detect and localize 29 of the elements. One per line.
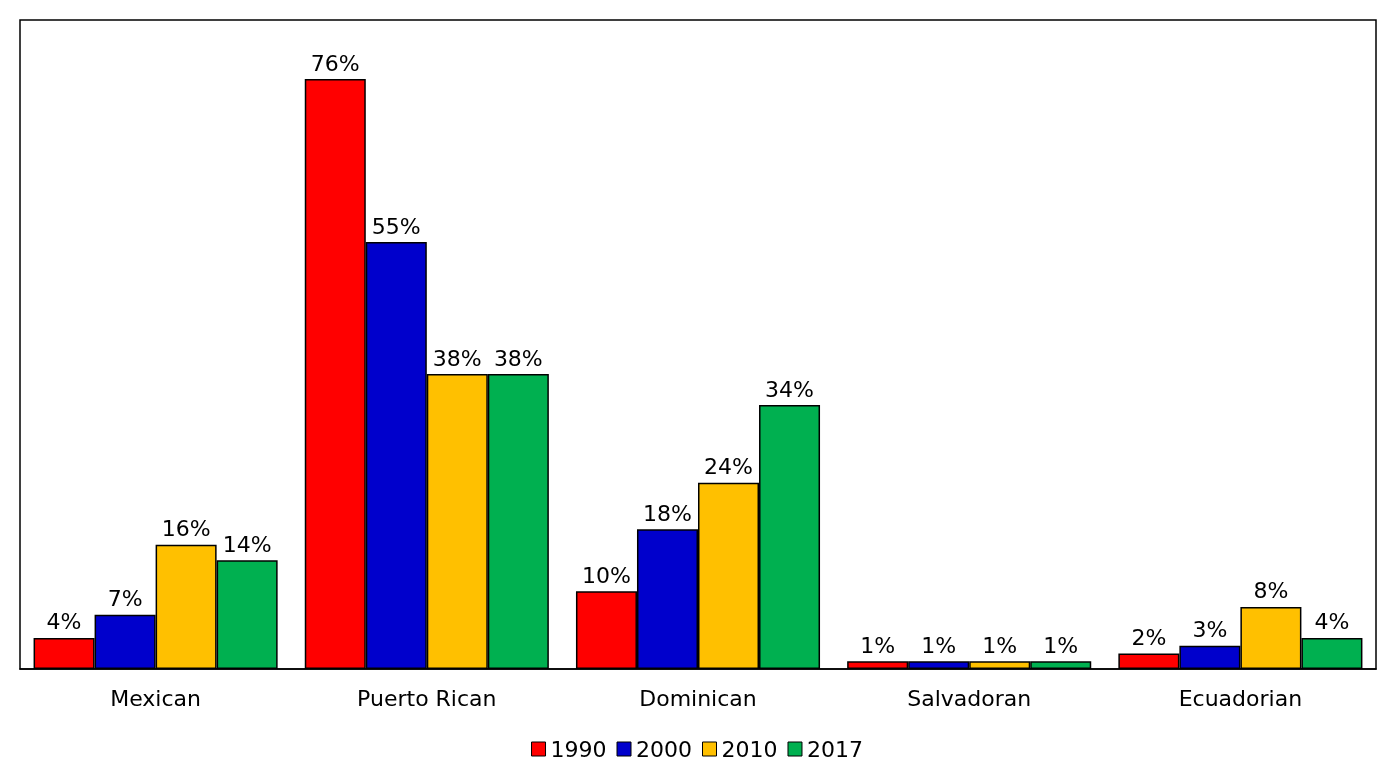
data-label: 24%	[704, 454, 753, 480]
data-label: 1%	[1043, 632, 1079, 658]
legend-label: 1990	[550, 736, 607, 762]
data-label: 1%	[860, 632, 896, 658]
data-label: 2%	[1131, 624, 1167, 650]
x-tick-label: Dominican	[639, 685, 757, 711]
data-label: 76%	[310, 50, 360, 76]
data-label: 3%	[1192, 617, 1228, 643]
data-label: 38%	[432, 345, 482, 371]
legend-label: 2010	[721, 736, 778, 762]
data-label: 10%	[582, 562, 631, 588]
x-tick-label: Mexican	[110, 685, 201, 711]
data-label: 38%	[493, 345, 543, 371]
data-label: 55%	[371, 213, 421, 239]
data-label: 7%	[107, 586, 143, 612]
data-label: 4%	[46, 609, 82, 635]
legend-label: 2000	[636, 736, 693, 762]
data-label: 18%	[643, 500, 692, 526]
data-label: 1%	[921, 632, 957, 658]
x-tick-label: Ecuadorian	[1178, 685, 1303, 711]
x-tick-label: Salvadoran	[907, 685, 1032, 711]
data-label: 14%	[222, 531, 272, 557]
data-label: 34%	[765, 376, 814, 402]
legend-label: 2017	[806, 736, 863, 762]
data-label: 4%	[1314, 609, 1350, 635]
data-label: 8%	[1253, 578, 1289, 604]
data-label: 16%	[161, 516, 211, 542]
x-tick-label: Puerto Rican	[357, 685, 497, 711]
data-label: 1%	[982, 632, 1018, 658]
